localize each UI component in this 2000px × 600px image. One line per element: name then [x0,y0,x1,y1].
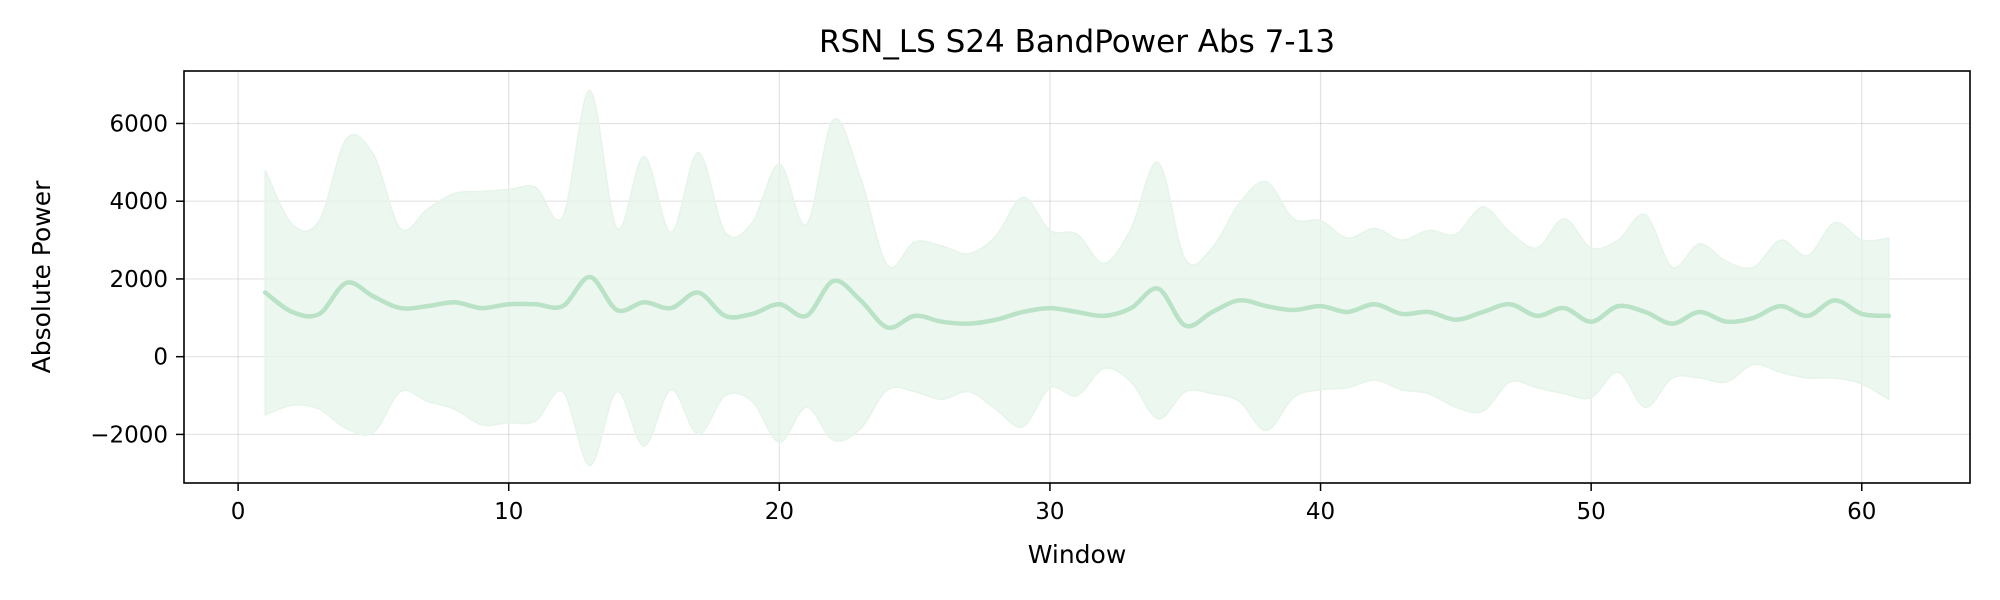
y-tick-label: 6000 [109,111,168,137]
x-axis: 0 10 20 30 40 50 60 [231,483,1876,525]
x-tick-label: 20 [765,499,794,525]
x-tick-label: 40 [1306,499,1335,525]
band-layer [264,89,1890,467]
mean-line [262,274,1892,331]
y-tick-label: 2000 [109,267,168,293]
x-tick-label: 10 [494,499,523,525]
y-tick-label: 0 [153,345,168,371]
x-tick-label: 60 [1847,499,1876,525]
std-band [264,89,1890,467]
y-axis-label: Absolute Power [27,180,56,374]
plot-frame [183,70,1971,484]
x-tick-label: 0 [231,499,246,525]
y-axis: −2000 0 2000 4000 6000 [90,111,184,448]
x-tick-label: 30 [1035,499,1064,525]
y-tick-label: 4000 [109,189,168,215]
line-layer [262,274,1892,331]
chart-title: RSN_LS S24 BandPower Abs 7-13 [819,24,1335,60]
x-tick-label: 50 [1577,499,1606,525]
y-tick-label: −2000 [90,422,168,448]
x-axis-label: Window [1028,540,1127,569]
